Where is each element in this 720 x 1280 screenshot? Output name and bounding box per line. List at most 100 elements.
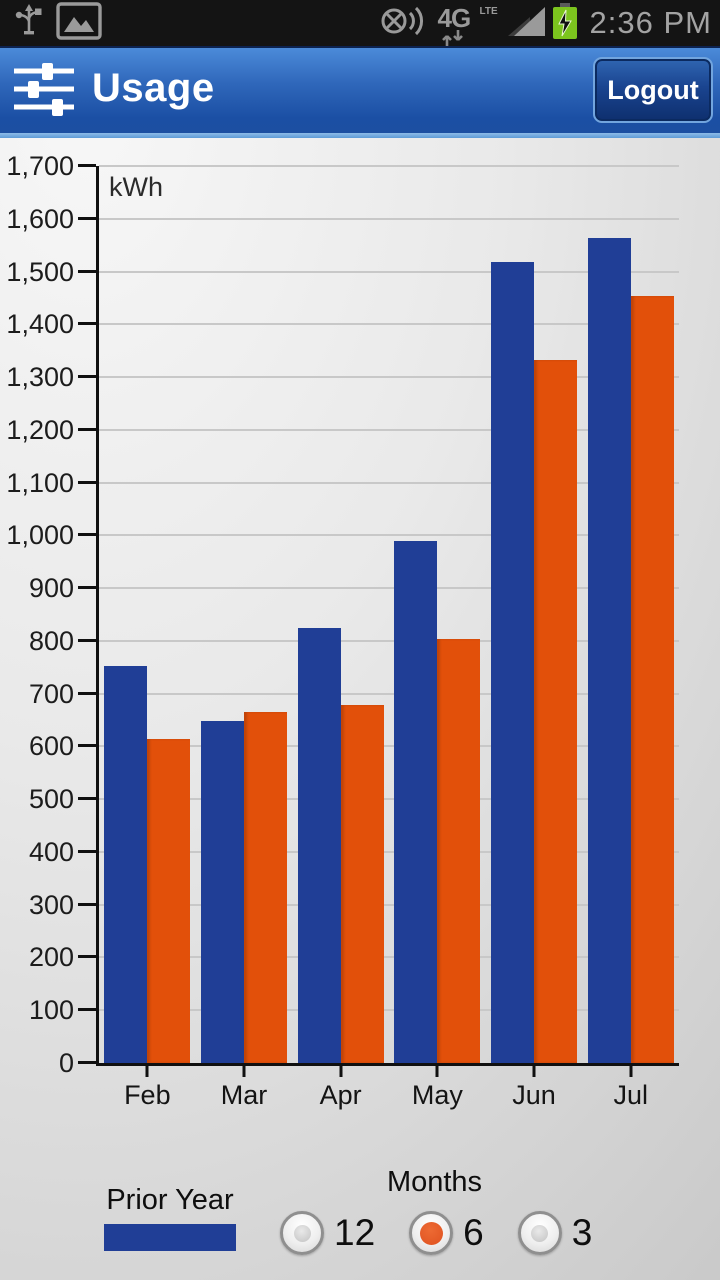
status-bar: 4G LTE 2:36 PM: [0, 0, 720, 46]
y-axis-label: 1,200: [6, 414, 74, 445]
radio-dot: [293, 1224, 311, 1242]
prior-year-bar-jul: [587, 238, 631, 1063]
page-title: Usage: [92, 66, 215, 110]
gridline: [99, 639, 679, 642]
bar-group-feb: [99, 166, 196, 1063]
y-axis-tick: [78, 427, 96, 431]
gallery-icon: [56, 1, 102, 45]
y-axis-label: 700: [28, 678, 74, 709]
gridline: [99, 587, 679, 590]
x-axis-tick: [532, 1066, 536, 1077]
usage-bar-chart: 0 100 200 300 400 500 600 700 800 900 1,000 1,100 1,…: [0, 138, 720, 1138]
gridline: [99, 165, 679, 167]
y-axis-tick: [78, 955, 96, 959]
y-axis-label: 1,000: [6, 520, 74, 551]
y-axis-tick: [78, 691, 96, 695]
x-axis-ticks: [99, 1066, 679, 1077]
y-axis-label: 900: [28, 573, 74, 604]
y-axis-tick: [78, 164, 96, 167]
y-axis-label: 100: [28, 995, 74, 1026]
bar-group-jun: [486, 166, 583, 1063]
radio-label-6: 6: [463, 1212, 484, 1253]
bar-group-mar: [196, 166, 293, 1063]
gps-signal-icon: [378, 1, 430, 46]
y-axis-label: 800: [28, 625, 74, 656]
y-axis-labels: 0 100 200 300 400 500 600 700 800 900 1,000 1,100 1,…: [0, 152, 78, 1077]
gridline: [99, 850, 679, 853]
settings-sliders-icon[interactable]: [12, 60, 78, 123]
radio-button-12[interactable]: [280, 1211, 324, 1255]
radio-button-6[interactable]: [409, 1211, 454, 1255]
y-axis-tick: [78, 1008, 96, 1012]
x-axis-tick: [339, 1066, 343, 1077]
y-axis-tick: [78, 322, 96, 326]
prior-year-bar-feb: [104, 665, 148, 1063]
bars: [99, 166, 679, 1063]
gridline: [99, 428, 679, 431]
current-bar-jun: [533, 359, 577, 1063]
y-axis-label: 300: [28, 889, 74, 920]
months-option-6[interactable]: 6: [409, 1211, 484, 1255]
y-axis-label: 1,300: [6, 362, 74, 393]
months-radio-group: 12 6 3: [262, 1211, 607, 1255]
data-activity-arrows-icon: [441, 30, 463, 46]
y-axis-label: 400: [28, 836, 74, 867]
prior-year-color-swatch: [104, 1224, 236, 1251]
gridline: [99, 745, 679, 748]
gridline: [99, 956, 679, 959]
y-axis-tick: [78, 797, 96, 801]
x-axis-label-may: May: [411, 1080, 463, 1110]
y-axis-label: 1,100: [6, 467, 74, 498]
x-axis-label-jul: Jul: [613, 1080, 648, 1110]
y-axis-ticks: [78, 164, 96, 1064]
radio-label-3: 3: [571, 1212, 593, 1253]
prior-year-bar-mar: [200, 721, 244, 1063]
gridline: [99, 692, 679, 695]
gridline: [99, 481, 679, 484]
status-bar-right: 4G LTE 2:36 PM: [378, 0, 712, 46]
y-axis-unit-label: kWh: [109, 172, 163, 202]
months-option-3[interactable]: 3: [517, 1211, 593, 1255]
usb-icon: [14, 3, 44, 44]
current-bar-mar: [243, 711, 287, 1063]
gridline: [99, 534, 679, 537]
y-axis-label: 1,700: [6, 151, 74, 181]
legend-prior-year: Prior Year: [104, 1184, 236, 1251]
x-axis-label-feb: Feb: [124, 1080, 171, 1110]
prior-year-bar-apr: [297, 628, 341, 1063]
y-axis-label: 1,500: [6, 256, 74, 287]
legend-prior-year-label: Prior Year: [106, 1184, 234, 1216]
y-axis-tick: [78, 216, 96, 220]
y-axis-label: 1,600: [6, 203, 74, 234]
x-axis-label-mar: Mar: [220, 1080, 268, 1110]
gridline: [99, 798, 679, 801]
signal-strength-icon: [507, 5, 546, 42]
gridline: [99, 270, 679, 273]
y-axis-tick: [78, 1061, 96, 1064]
y-axis-tick: [78, 375, 96, 379]
y-axis-tick: [78, 638, 96, 642]
radio-dot-selected: [419, 1221, 443, 1245]
bar-group-may: [389, 166, 486, 1063]
months-option-12[interactable]: 12: [280, 1211, 375, 1255]
y-axis-label: 1,400: [6, 309, 74, 340]
logout-button[interactable]: Logout: [593, 57, 713, 123]
y-axis-tick: [78, 744, 96, 748]
app-header: Usage Logout: [0, 46, 720, 138]
prior-year-bar-may: [394, 540, 438, 1063]
y-axis-tick: [78, 269, 96, 273]
x-axis-labels: Feb Mar Apr May Jun Jul: [99, 1080, 679, 1111]
y-axis-label: 200: [28, 942, 74, 973]
battery-charging-icon: [552, 2, 578, 45]
x-axis-tick: [629, 1066, 633, 1077]
y-axis-label: 500: [28, 784, 74, 815]
network-4g-label: 4G: [437, 3, 472, 33]
clock-time: 2:36 PM: [589, 5, 712, 40]
plot-area: kWh: [96, 165, 679, 1066]
gridline: [99, 1009, 679, 1012]
current-bar-feb: [147, 739, 191, 1063]
y-axis-tick: [78, 849, 96, 853]
radio-button-3[interactable]: [517, 1211, 562, 1255]
y-axis-label: 0: [58, 1048, 74, 1078]
